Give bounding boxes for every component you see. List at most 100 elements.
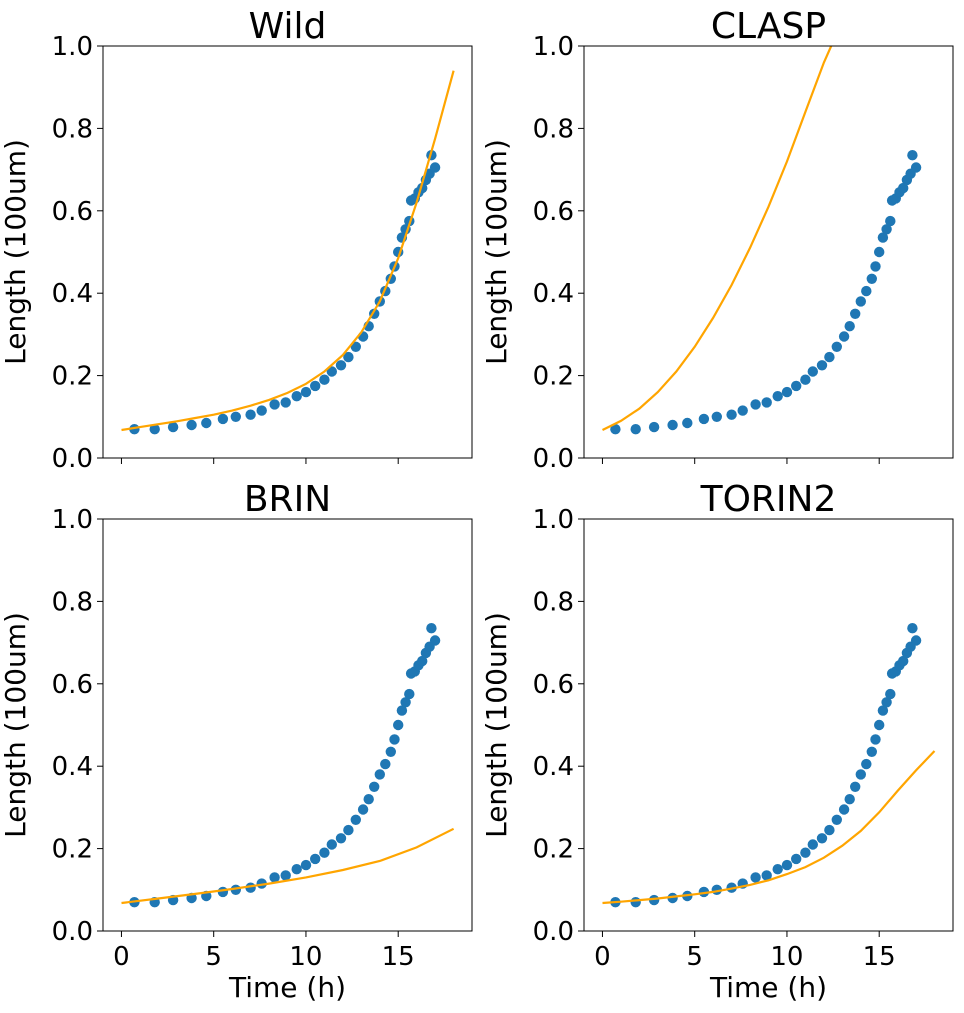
data-point bbox=[667, 419, 678, 431]
data-point bbox=[417, 655, 428, 667]
y-tick-label: 1.0 bbox=[533, 32, 574, 62]
data-point bbox=[907, 623, 918, 634]
plot-area bbox=[121, 70, 455, 435]
y-tick-label: 0.6 bbox=[52, 197, 93, 227]
data-point bbox=[772, 864, 783, 875]
data-point bbox=[310, 853, 321, 865]
x-axis-label: Time (h) bbox=[709, 971, 827, 1004]
fit-line bbox=[602, 750, 936, 905]
data-point bbox=[280, 397, 291, 408]
data-point bbox=[874, 246, 885, 258]
y-tick-label: 0.4 bbox=[52, 279, 93, 309]
y-tick-label: 1.0 bbox=[52, 505, 93, 535]
panel-brin: BRIN 0.0 0.2 0.4 0.6 0.8 1.0 0 5 10 15 Length (100u… bbox=[0, 479, 473, 1004]
x-tick-label: 0 bbox=[113, 942, 130, 972]
data-point bbox=[648, 421, 660, 433]
data-point bbox=[750, 399, 761, 410]
y-tick-label: 0.0 bbox=[52, 917, 93, 947]
y-axis-label: Length (100um) bbox=[0, 139, 32, 365]
data-point bbox=[861, 285, 872, 297]
data-point bbox=[838, 331, 850, 342]
data-point bbox=[245, 409, 256, 420]
data-point bbox=[781, 859, 793, 871]
y-tick-label: 1.0 bbox=[533, 505, 574, 535]
data-point bbox=[343, 824, 354, 836]
data-point bbox=[861, 758, 872, 770]
panel-clasp: CLASP 0.0 0.2 0.4 0.6 0.8 1.0 Length (100um) bbox=[480, 6, 954, 474]
chart-title: CLASP bbox=[711, 6, 826, 47]
y-tick-label: 0.6 bbox=[533, 197, 574, 227]
x-tick-label: 10 bbox=[289, 942, 322, 972]
data-point bbox=[907, 150, 918, 161]
data-point bbox=[291, 391, 302, 402]
data-point bbox=[844, 321, 855, 332]
axes-frame bbox=[102, 518, 473, 932]
axes-frame bbox=[583, 45, 954, 459]
data-point bbox=[881, 224, 892, 235]
data-point bbox=[396, 705, 408, 716]
y-tick-label: 0.2 bbox=[52, 835, 93, 865]
panel-torin2: TORIN2 0.0 0.2 0.4 0.6 0.8 1.0 0 5 10 15 Length (10… bbox=[480, 479, 954, 1004]
data-point bbox=[335, 833, 347, 844]
data-point bbox=[791, 853, 802, 865]
data-point bbox=[831, 341, 842, 352]
data-point bbox=[269, 399, 280, 410]
chart-title: BRIN bbox=[244, 479, 331, 520]
data-point bbox=[855, 296, 866, 307]
y-tick-label: 0.2 bbox=[533, 362, 574, 392]
data-point bbox=[831, 814, 842, 825]
data-point bbox=[874, 719, 885, 731]
plot-area bbox=[602, 46, 922, 435]
y-tick-label: 0.6 bbox=[52, 670, 93, 700]
data-point bbox=[781, 386, 793, 398]
data-point bbox=[698, 413, 710, 425]
fit-line bbox=[121, 70, 455, 432]
data-point bbox=[737, 405, 748, 416]
data-point bbox=[610, 424, 621, 435]
data-point bbox=[682, 417, 693, 429]
data-point bbox=[807, 366, 818, 377]
chart-title: Wild bbox=[249, 6, 327, 47]
axes-frame bbox=[583, 518, 954, 932]
data-point bbox=[881, 697, 892, 708]
x-tick-label: 5 bbox=[205, 942, 222, 972]
data-point bbox=[885, 688, 896, 700]
data-point bbox=[350, 341, 361, 352]
fit-line bbox=[602, 46, 833, 431]
data-point bbox=[824, 824, 835, 836]
data-point bbox=[866, 273, 877, 284]
data-point bbox=[898, 182, 909, 194]
data-point bbox=[910, 635, 922, 646]
data-point bbox=[326, 366, 337, 377]
data-point bbox=[667, 892, 678, 904]
data-point bbox=[326, 839, 337, 850]
data-point bbox=[726, 409, 737, 420]
data-point bbox=[374, 769, 385, 780]
data-point bbox=[149, 424, 160, 435]
data-point bbox=[429, 162, 441, 173]
data-point bbox=[300, 859, 312, 871]
data-point bbox=[291, 864, 302, 875]
x-tick-label: 10 bbox=[770, 942, 803, 972]
data-point bbox=[910, 162, 922, 173]
y-tick-label: 0.8 bbox=[533, 587, 574, 617]
data-point bbox=[844, 794, 855, 805]
data-point bbox=[269, 872, 280, 883]
plot-area bbox=[121, 623, 455, 908]
data-point bbox=[870, 261, 881, 272]
data-point bbox=[761, 870, 772, 881]
chart-title: TORIN2 bbox=[700, 479, 837, 520]
data-point bbox=[393, 719, 404, 731]
data-point bbox=[343, 351, 354, 363]
y-tick-label: 0.4 bbox=[533, 279, 574, 309]
data-point bbox=[877, 705, 889, 716]
fit-line bbox=[121, 827, 455, 905]
y-tick-label: 0.6 bbox=[533, 670, 574, 700]
data-point bbox=[201, 417, 212, 429]
data-point bbox=[855, 769, 866, 780]
y-tick-label: 1.0 bbox=[52, 32, 93, 62]
y-tick-label: 0.8 bbox=[533, 114, 574, 144]
data-point bbox=[791, 380, 802, 392]
data-point bbox=[186, 419, 197, 431]
